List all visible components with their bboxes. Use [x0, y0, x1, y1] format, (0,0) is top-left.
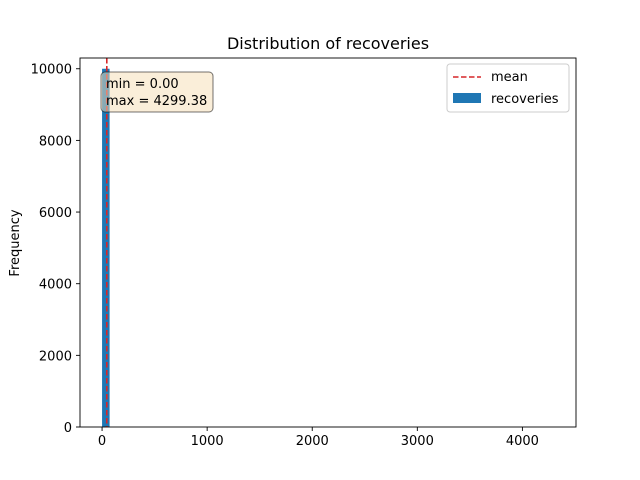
x-tick-label-1: 1000	[191, 434, 224, 449]
y-tick-label-3: 6000	[39, 206, 72, 221]
y-tick-label-4: 8000	[39, 134, 72, 149]
legend: mean recoveries	[446, 63, 570, 113]
histogram-bar-0	[102, 68, 110, 428]
x-tick-label-4: 4000	[506, 434, 539, 449]
stats-annotation-box: min = 0.00 max = 4299.38	[100, 71, 214, 113]
x-tick-label-2: 2000	[296, 434, 329, 449]
x-tick-label-3: 3000	[401, 434, 434, 449]
ticks-layer: 0 1000 2000 3000 4000 0 2000 4000 6000 8000 10000	[31, 63, 539, 449]
chart-title: Distribution of recoveries	[227, 34, 429, 53]
axes-layer	[79, 57, 577, 428]
plot-frame	[79, 57, 577, 428]
legend-recoveries-label: recoveries	[491, 92, 559, 107]
legend-recoveries-swatch	[453, 93, 481, 103]
stats-max-text: max = 4299.38	[106, 94, 207, 109]
stats-box-background	[100, 71, 214, 113]
stats-min-text: min = 0.00	[106, 77, 179, 92]
legend-mean-label: mean	[491, 70, 528, 85]
y-axis-label: Frequency	[8, 209, 23, 276]
y-tick-label-1: 2000	[39, 349, 72, 364]
bars-layer	[102, 68, 110, 428]
y-tick-label-0: 0	[64, 421, 72, 436]
y-tick-label-5: 10000	[31, 63, 72, 78]
x-tick-label-0: 0	[98, 434, 106, 449]
y-tick-label-2: 4000	[39, 278, 72, 293]
